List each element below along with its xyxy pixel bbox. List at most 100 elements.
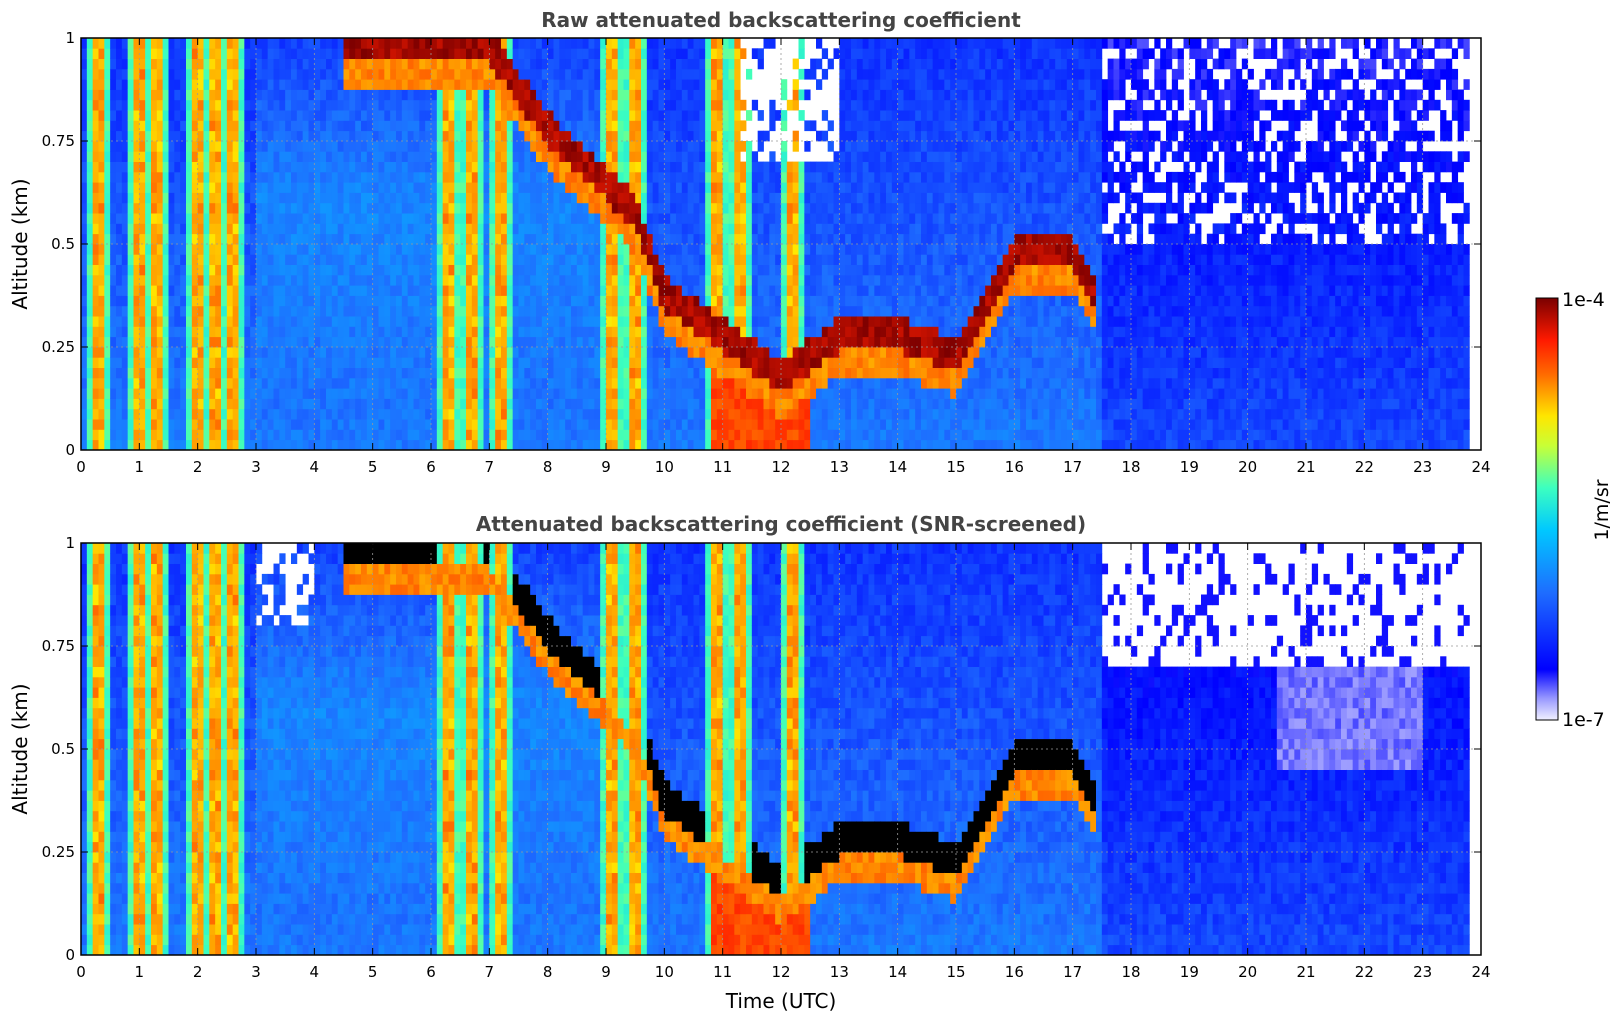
heatmap-cell — [408, 440, 414, 451]
heatmap-cell — [314, 285, 320, 296]
heatmap-cell — [326, 368, 332, 379]
heatmap-cell — [244, 172, 250, 183]
heatmap-cell — [180, 316, 186, 327]
heatmap-cell — [204, 223, 210, 234]
heatmap-cell — [134, 213, 140, 224]
heatmap-cell — [93, 296, 99, 307]
heatmap-cell — [326, 440, 332, 451]
heatmap-cell — [320, 100, 326, 111]
heatmap-cell — [116, 409, 122, 420]
heatmap-cell — [221, 337, 227, 348]
heatmap-cell — [367, 234, 373, 245]
heatmap-cell — [344, 182, 350, 193]
heatmap-cell — [192, 347, 198, 358]
heatmap-cell — [215, 429, 221, 440]
heatmap-cell — [326, 182, 332, 193]
heatmap-cell — [87, 347, 93, 358]
heatmap-cell — [244, 59, 250, 70]
heatmap-cell — [99, 182, 105, 193]
heatmap-cell — [239, 59, 245, 70]
heatmap-cell — [233, 265, 239, 276]
heatmap-cell — [279, 120, 285, 131]
heatmap-cell — [215, 90, 221, 101]
heatmap-cell — [355, 357, 361, 368]
heatmap-cell — [227, 275, 233, 286]
heatmap-cell — [332, 59, 338, 70]
heatmap-cell — [233, 38, 239, 49]
heatmap-cell — [338, 285, 344, 296]
heatmap-cell — [239, 151, 245, 162]
heatmap-cell — [402, 378, 408, 389]
heatmap-cell — [256, 213, 262, 224]
heatmap-cell — [314, 213, 320, 224]
heatmap-cell — [104, 203, 110, 214]
heatmap-cell — [326, 244, 332, 255]
heatmap-cell — [332, 203, 338, 214]
heatmap-cell — [116, 69, 122, 80]
heatmap-cell — [314, 419, 320, 430]
heatmap-cell — [128, 48, 134, 59]
heatmap-cell — [256, 162, 262, 173]
heatmap-cell — [169, 306, 175, 317]
heatmap-cell — [163, 213, 169, 224]
heatmap-cell — [384, 296, 390, 307]
heatmap-cell — [291, 223, 297, 234]
heatmap-cell — [204, 213, 210, 224]
heatmap-cell — [227, 429, 233, 440]
heatmap-cell — [198, 120, 204, 131]
heatmap-cell — [157, 368, 163, 379]
heatmap-cell — [174, 440, 180, 451]
heatmap-cell — [87, 275, 93, 286]
heatmap-cell — [274, 213, 280, 224]
heatmap-cell — [174, 378, 180, 389]
heatmap-cell — [361, 182, 367, 193]
heatmap-cell — [174, 182, 180, 193]
heatmap-cell — [291, 38, 297, 49]
heatmap-cell — [268, 59, 274, 70]
heatmap-cell — [99, 285, 105, 296]
heatmap-cell — [87, 120, 93, 131]
heatmap-cell — [332, 38, 338, 49]
heatmap-cell — [110, 223, 116, 234]
heatmap-cell — [279, 399, 285, 410]
heatmap-cell — [338, 399, 344, 410]
heatmap-cell — [221, 399, 227, 410]
heatmap-cell — [116, 131, 122, 142]
heatmap-cell — [227, 213, 233, 224]
heatmap-cell — [157, 182, 163, 193]
heatmap-cell — [104, 378, 110, 389]
heatmap-cell — [408, 357, 414, 368]
heatmap-cell — [367, 172, 373, 183]
heatmap-cell — [314, 306, 320, 317]
heatmap-cell — [309, 131, 315, 142]
heatmap-cell — [396, 244, 402, 255]
heatmap-cell — [344, 38, 350, 49]
heatmap-cell — [87, 48, 93, 59]
heatmap-cell — [309, 254, 315, 265]
heatmap-cell — [221, 69, 227, 80]
heatmap-cell — [244, 244, 250, 255]
heatmap-cell — [274, 337, 280, 348]
heatmap-cell — [314, 90, 320, 101]
heatmap-cell — [244, 151, 250, 162]
heatmap-cell — [367, 244, 373, 255]
heatmap-cell — [169, 90, 175, 101]
heatmap-cell — [209, 100, 215, 111]
heatmap-cell — [134, 316, 140, 327]
heatmap-cell — [151, 440, 157, 451]
heatmap-cell — [128, 172, 134, 183]
heatmap-cell — [215, 254, 221, 265]
heatmap-cell — [361, 388, 367, 399]
heatmap-cell — [297, 110, 303, 121]
heatmap-cell — [285, 316, 291, 327]
heatmap-cell — [128, 182, 134, 193]
heatmap-cell — [349, 90, 355, 101]
heatmap-cell — [204, 399, 210, 410]
heatmap-cell — [349, 110, 355, 121]
heatmap-cell — [180, 151, 186, 162]
heatmap-cell — [204, 48, 210, 59]
heatmap-cell — [104, 368, 110, 379]
heatmap-cell — [390, 440, 396, 451]
heatmap-cell — [373, 275, 379, 286]
heatmap-cell — [297, 368, 303, 379]
